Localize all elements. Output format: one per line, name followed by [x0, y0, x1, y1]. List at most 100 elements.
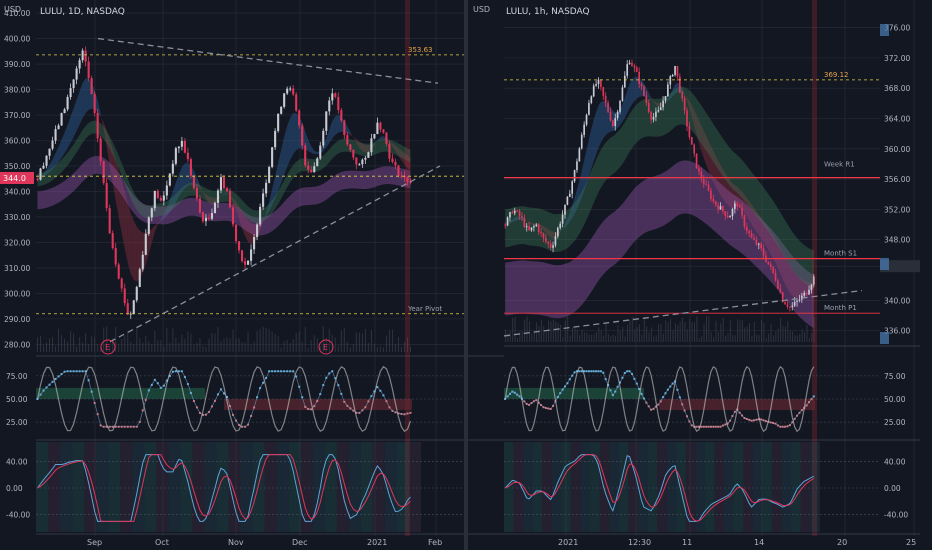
volume-bar	[634, 329, 636, 342]
ema-cloud-segment	[199, 185, 203, 193]
volume-bar	[403, 341, 405, 352]
ema-cloud-segment	[79, 82, 83, 125]
candle-body	[334, 93, 337, 97]
ema-cloud-segment	[562, 224, 566, 230]
ema-cloud-segment	[780, 248, 783, 280]
ema-cloud-segment	[52, 153, 56, 170]
candle-body	[57, 125, 60, 130]
price-tick-label: 356.00	[884, 175, 910, 184]
candle-body	[748, 230, 751, 234]
left-last-price-badge	[0, 172, 34, 184]
ema-cloud-segment	[514, 216, 518, 222]
candle-body	[628, 62, 631, 65]
panel-divider[interactable]	[464, 0, 468, 550]
momentum-tick-label: 40.00	[6, 457, 28, 466]
candle-body	[513, 210, 516, 214]
volume-bar	[223, 338, 225, 352]
price-tick-label: 352.00	[884, 205, 910, 214]
volume-bar	[670, 318, 672, 342]
candle-body	[234, 224, 238, 242]
volume-bar	[624, 336, 626, 342]
ema-cloud-segment	[600, 100, 604, 143]
candle-body	[355, 157, 358, 165]
ema-cloud-segment	[572, 197, 575, 219]
volume-bar	[533, 330, 535, 342]
volume-bar	[710, 332, 712, 342]
right-overlays: 369.12 Week R1 Month S1 Month P1	[503, 0, 880, 536]
ema-cloud-segment	[746, 197, 750, 221]
candle-body	[583, 124, 585, 135]
ema-cloud-segment	[627, 83, 630, 114]
candle-body	[253, 237, 256, 250]
candle-body	[48, 148, 51, 156]
volume-bar	[643, 317, 645, 342]
candle-body	[147, 217, 150, 234]
candle-body	[406, 177, 409, 182]
volume-bar	[646, 326, 648, 342]
volume-bar	[772, 335, 774, 342]
volume-bar	[67, 341, 69, 352]
ema-cloud-segment	[172, 182, 176, 208]
ema-cloud-segment	[154, 223, 158, 232]
ema-cloud-segment	[109, 139, 113, 184]
candle-body	[786, 304, 789, 307]
ema-cloud-segment	[761, 217, 764, 242]
ema-cloud-segment	[118, 169, 122, 234]
ema-cloud-segment	[64, 124, 68, 154]
volume-bar	[765, 337, 767, 342]
candle-body	[346, 135, 349, 145]
rsi-tick-label: 50.00	[884, 395, 906, 404]
volume-bar	[789, 330, 791, 342]
candle-body	[204, 217, 208, 222]
ema-cloud-segment	[386, 137, 390, 142]
candle-body	[769, 264, 772, 267]
candle-body	[674, 65, 676, 75]
volume-bar	[627, 324, 629, 342]
volume-bar	[286, 340, 288, 352]
candle-body	[652, 116, 655, 120]
candle-body	[102, 161, 105, 183]
ema-cloud-segment	[550, 230, 554, 239]
candle-body	[609, 111, 612, 121]
candle-body	[135, 287, 138, 301]
candle-body	[244, 261, 247, 265]
candle-body	[767, 261, 770, 265]
candle-body	[762, 248, 765, 256]
session-highlight	[812, 0, 817, 536]
candle-body	[376, 122, 379, 135]
price-tick-label: 376.00	[884, 24, 910, 33]
volume-bar	[739, 320, 741, 342]
price-tick-label: 320.00	[4, 238, 30, 247]
ema-cloud-segment	[751, 204, 754, 229]
level-annotation: 353.63	[408, 46, 433, 54]
candle-body	[803, 292, 806, 296]
candle-body	[736, 203, 739, 207]
momentum-bg-stripe	[771, 442, 782, 532]
candle-body	[600, 79, 602, 88]
candle-body	[664, 96, 667, 101]
volume-bar	[82, 342, 84, 352]
ema-cloud-segment	[744, 194, 747, 217]
candle-body	[250, 249, 253, 261]
volume-bar	[274, 333, 276, 352]
candle-body	[60, 113, 63, 126]
volume-bar	[277, 335, 279, 352]
volume-bar	[193, 345, 195, 352]
ema-cloud-segment	[584, 149, 587, 191]
candle-body	[51, 140, 54, 149]
ema-cloud-segment	[648, 92, 652, 100]
ema-cloud-segment	[725, 173, 728, 206]
candle-body	[123, 288, 126, 304]
candle-body	[192, 175, 195, 189]
volume-bar	[166, 327, 168, 352]
candle-body	[72, 79, 75, 89]
left-ribbons	[37, 78, 411, 282]
right-currency-label: USD	[473, 5, 490, 14]
momentum-bg-stripe	[312, 442, 325, 532]
candle-body	[36, 178, 39, 180]
volume-bar	[136, 326, 138, 352]
volume-bar	[768, 333, 770, 342]
momentum-bg-stripe	[372, 442, 385, 532]
candle-body	[325, 111, 328, 131]
ema-cloud-segment	[591, 119, 594, 169]
